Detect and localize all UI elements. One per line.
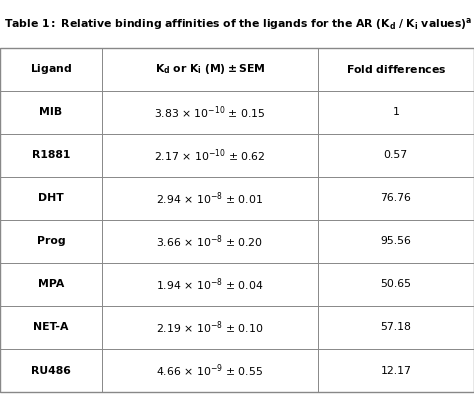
Bar: [102, 134, 318, 177]
Text: 12.17: 12.17: [380, 365, 411, 376]
Bar: [102, 306, 318, 349]
Text: NET-A: NET-A: [33, 322, 69, 332]
Text: $\mathbf{Fold\ differences}$: $\mathbf{Fold\ differences}$: [346, 63, 446, 75]
Text: 2.19 × 10$^{-8}$ ± 0.10: 2.19 × 10$^{-8}$ ± 0.10: [156, 319, 264, 336]
Text: 57.18: 57.18: [380, 322, 411, 332]
Bar: [0, 306, 102, 349]
Bar: [102, 263, 318, 306]
Bar: [318, 220, 474, 263]
Bar: [102, 220, 318, 263]
Text: 1: 1: [392, 107, 399, 117]
Bar: [102, 91, 318, 134]
Text: 2.17 × 10$^{-10}$ ± 0.62: 2.17 × 10$^{-10}$ ± 0.62: [154, 147, 265, 164]
Bar: [0, 48, 474, 392]
Bar: [318, 263, 474, 306]
Text: 4.66 × 10$^{-9}$ ± 0.55: 4.66 × 10$^{-9}$ ± 0.55: [156, 362, 263, 379]
Bar: [318, 134, 474, 177]
Bar: [0, 349, 102, 392]
Text: 0.57: 0.57: [384, 150, 408, 160]
Text: $\mathbf{Table\ 1:\ Relative\ binding\ affinities\ of\ the\ ligands\ for\ the\ A: $\mathbf{Table\ 1:\ Relative\ binding\ a…: [4, 16, 472, 32]
Text: MPA: MPA: [38, 279, 64, 289]
Text: R1881: R1881: [32, 150, 70, 160]
Text: MIB: MIB: [39, 107, 63, 117]
Text: 95.56: 95.56: [380, 236, 411, 246]
Bar: [102, 349, 318, 392]
Bar: [318, 91, 474, 134]
Bar: [318, 306, 474, 349]
Bar: [318, 177, 474, 220]
Text: 2.94 × 10$^{-8}$ ± 0.01: 2.94 × 10$^{-8}$ ± 0.01: [156, 190, 263, 207]
Text: RU486: RU486: [31, 365, 71, 376]
Text: DHT: DHT: [38, 193, 64, 203]
Bar: [102, 48, 318, 91]
Bar: [0, 91, 102, 134]
Bar: [318, 48, 474, 91]
Text: 76.76: 76.76: [380, 193, 411, 203]
Bar: [0, 220, 102, 263]
Bar: [0, 134, 102, 177]
Text: 50.65: 50.65: [380, 279, 411, 289]
Bar: [0, 177, 102, 220]
Text: 3.83 × 10$^{-10}$ ± 0.15: 3.83 × 10$^{-10}$ ± 0.15: [154, 104, 265, 121]
Bar: [0, 48, 102, 91]
Text: $\mathbf{Ligand}$: $\mathbf{Ligand}$: [30, 62, 72, 76]
Text: 3.66 × 10$^{-8}$ ± 0.20: 3.66 × 10$^{-8}$ ± 0.20: [156, 233, 263, 250]
Bar: [102, 177, 318, 220]
Text: 1.94 × 10$^{-8}$ ± 0.04: 1.94 × 10$^{-8}$ ± 0.04: [156, 276, 264, 293]
Text: $\mathbf{K_d\ or\ K_i\ (M) \pm SEM}$: $\mathbf{K_d\ or\ K_i\ (M) \pm SEM}$: [155, 62, 265, 76]
Bar: [318, 349, 474, 392]
Text: Prog: Prog: [36, 236, 65, 246]
Bar: [0, 263, 102, 306]
